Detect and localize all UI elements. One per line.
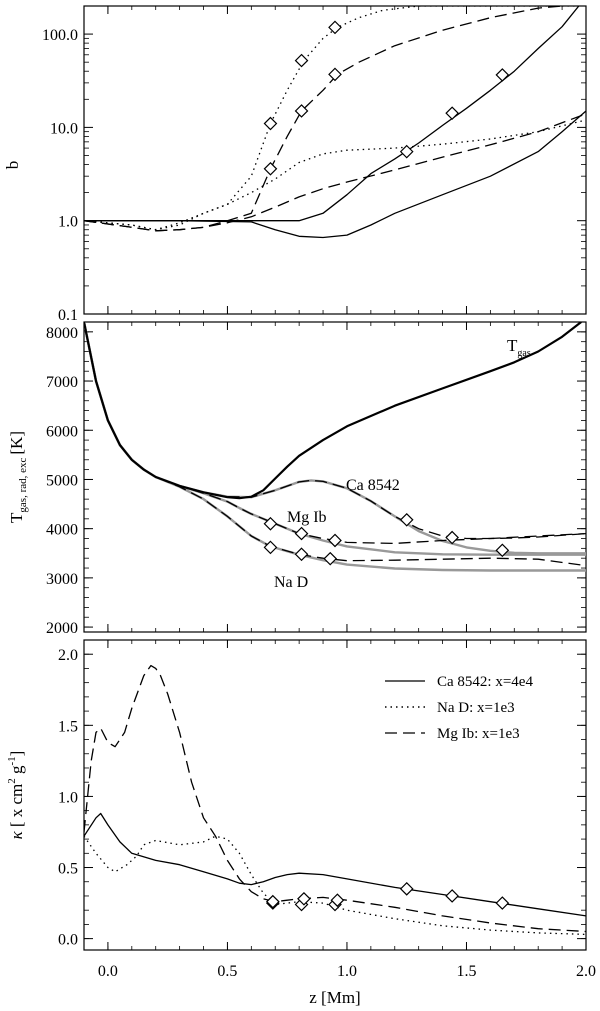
bottom-ylabel-close: ] (7, 751, 26, 757)
diamond-marker (265, 894, 280, 909)
diamond-marker (263, 540, 278, 555)
ytick-label: 0.1 (58, 307, 78, 324)
diamond-marker (263, 161, 278, 176)
annotation-nad: Na D (274, 574, 308, 591)
series-line-ca-8542-lower (84, 110, 586, 239)
series-line-na-d-rad (84, 322, 586, 567)
ytick-label: 6000 (46, 423, 78, 440)
annotation-mgib: Mg Ib (287, 509, 327, 526)
xtick-label: 1.0 (337, 963, 357, 980)
series-line-na-d-lower (84, 119, 586, 231)
middle-ylabel-unit: [K] (7, 431, 26, 455)
series-line-mg-ib-upper (84, 6, 563, 232)
bottom-ylabel-g: g (7, 765, 26, 778)
diamond-marker (495, 896, 510, 910)
bottom-ylabel: κ [ x cm2 g-1] (6, 751, 26, 840)
series-line-mg-ib-x-1e3 (84, 664, 586, 933)
middle-ylabel-main: T (7, 512, 26, 523)
diamond-marker (495, 68, 510, 82)
bottom-ylabel-exp1: 2 (6, 778, 18, 784)
diamond-marker (445, 106, 459, 121)
panel-middle: 2000 3000 4000 5000 6000 7000 8000 (46, 321, 587, 637)
legend-label-ca: Ca 8542: x=4e4 (437, 674, 533, 690)
xtick-label: 1.5 (456, 963, 476, 980)
panel-middle-frame (83, 321, 587, 633)
ytick-label: 1.0 (58, 214, 78, 231)
middle-ylabel: Tgas, rad, exc [K] (7, 431, 29, 523)
ytick-label: 3000 (46, 571, 78, 588)
series-line-na-d-upper (84, 6, 579, 231)
series-line-mg-ib-lower (84, 113, 586, 232)
legend-label-mg: Mg Ib: x=1e3 (437, 726, 520, 742)
ytick-label: 4000 (46, 522, 78, 539)
bottom-ylabel-exp2: -1 (6, 756, 18, 765)
diamond-marker (263, 116, 278, 131)
diamond-marker (294, 104, 309, 118)
panel-bottom: 0.0 0.5 1.0 1.5 2.0 0.0 0.5 1.0 1.5 2.0 (58, 639, 596, 980)
series-line-ca-8542-exc (84, 322, 586, 555)
series-line-mg-ib-exc (84, 322, 586, 556)
diamond-marker (328, 67, 342, 82)
ytick-label: 2.0 (58, 647, 78, 664)
diamond-marker (294, 53, 309, 68)
diamond-marker (445, 530, 459, 545)
diamond-marker (294, 547, 309, 562)
ytick-label: 10.0 (50, 120, 78, 137)
annotation-tgas: Tgas (507, 336, 531, 359)
panel-top: 0.1 1.0 10.0 100.0 (42, 5, 587, 324)
panel-bottom-frame (83, 639, 587, 951)
legend-label-nad: Na D: x=1e3 (437, 700, 515, 716)
xtick-label: 2.0 (576, 963, 596, 980)
xtick-label: 0.0 (98, 963, 118, 980)
diamond-marker (323, 551, 338, 566)
legend: Ca 8542: x=4e4 Na D: x=1e3 Mg Ib: x=1e3 (385, 674, 533, 742)
ytick-label: 8000 (46, 325, 78, 342)
xtick-label: 0.5 (217, 963, 237, 980)
diamond-marker (263, 516, 278, 531)
kappa-symbol: κ (7, 830, 26, 839)
middle-ylabel-sub: gas, rad, exc (17, 458, 29, 513)
diamond-marker (445, 889, 459, 903)
annotation-ca8542: Ca 8542 (346, 477, 400, 494)
series-line-na-d-x-1e3 (84, 835, 586, 936)
series-line-na-d-exc (84, 322, 586, 572)
diamond-marker (399, 512, 414, 527)
diamond-marker (328, 20, 342, 35)
bottom-ylabel-bracket: [ x cm (7, 784, 26, 827)
diamond-marker (399, 882, 414, 896)
annotation-tgas-sub: gas (517, 348, 530, 359)
panel-top-frame (83, 5, 587, 315)
diamond-marker (399, 144, 414, 159)
xlabel: z [Mm] (309, 988, 360, 1007)
ytick-label: 0.0 (58, 932, 78, 949)
diamond-marker (495, 543, 510, 558)
annotation-tgas-main: T (507, 336, 518, 355)
series-line-ca-8542-upper (84, 6, 580, 222)
ytick-label: 5000 (46, 472, 78, 489)
diamond-marker (328, 533, 342, 548)
diamond-marker (297, 891, 311, 906)
top-ylabel: b (3, 161, 22, 170)
plot-layer: 0.1 1.0 10.0 100.0 2000 3000 4000 5000 6000 7000 8… (42, 5, 596, 980)
ytick-label: 7000 (46, 374, 78, 391)
ytick-label: 1.0 (58, 789, 78, 806)
diamond-marker (330, 893, 345, 908)
ytick-label: 2000 (46, 620, 78, 637)
ytick-label: 100.0 (42, 27, 78, 44)
ytick-label: 1.5 (58, 718, 78, 735)
ytick-label: 0.5 (58, 861, 78, 878)
diamond-marker (294, 526, 309, 541)
